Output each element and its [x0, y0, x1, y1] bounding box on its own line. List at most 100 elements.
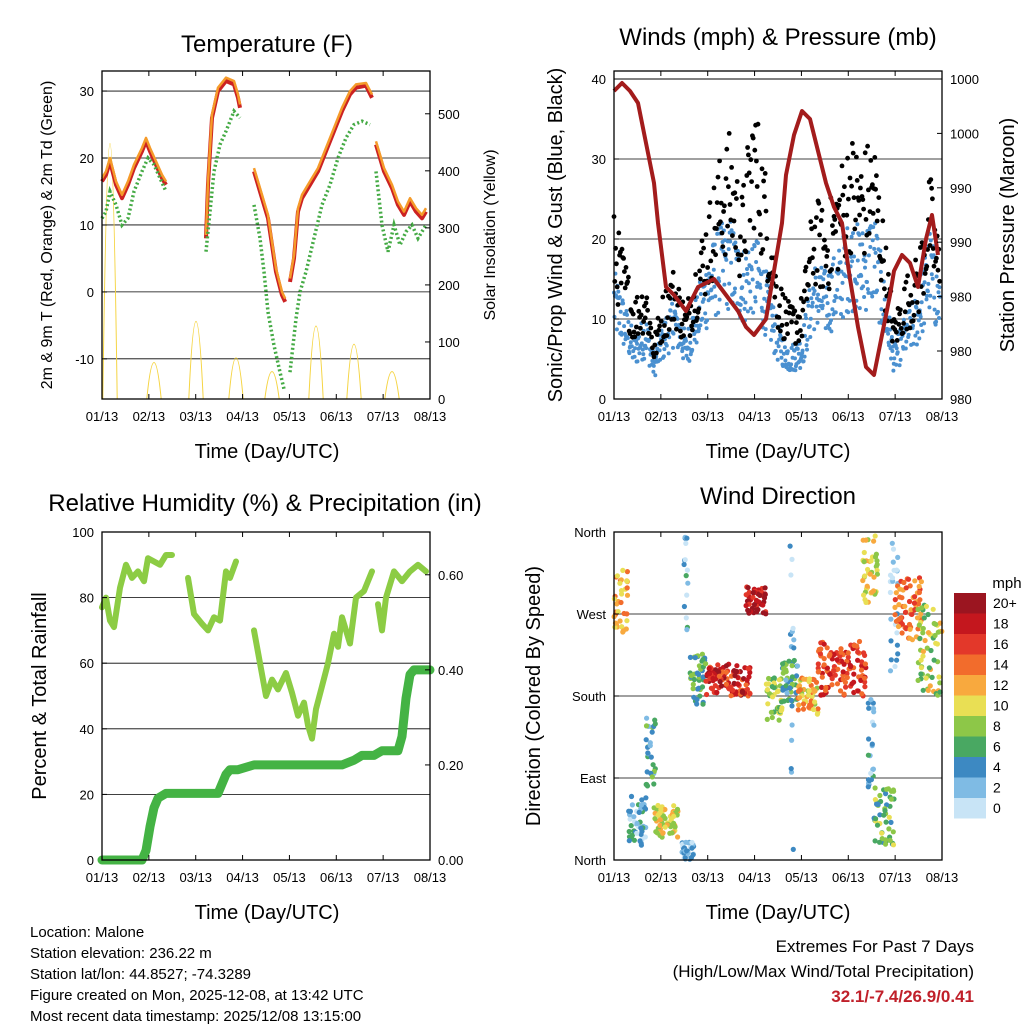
- gust-point: [654, 332, 660, 337]
- y-tick-label: 500: [438, 107, 460, 122]
- wind-point: [932, 307, 937, 312]
- x-tick-label: 08/13: [414, 409, 447, 424]
- wind-point: [870, 294, 875, 299]
- direction-point: [889, 540, 895, 546]
- direction-point: [902, 609, 909, 616]
- direction-point: [816, 669, 822, 675]
- direction-point: [805, 692, 812, 698]
- gust-point: [717, 158, 722, 164]
- gust-point: [679, 321, 685, 327]
- gust-point: [823, 263, 829, 269]
- direction-point: [631, 837, 638, 843]
- direction-point: [787, 685, 793, 691]
- wind-point: [829, 329, 834, 334]
- wind-point: [754, 260, 759, 264]
- gust-point: [745, 145, 750, 150]
- direction-point: [866, 705, 872, 711]
- gust-point: [811, 246, 817, 252]
- direction-point: [628, 793, 635, 800]
- wind-point: [771, 328, 776, 333]
- gust-point: [737, 273, 742, 279]
- wind-point: [712, 242, 717, 247]
- direction-point: [770, 694, 776, 700]
- gust-point: [857, 212, 862, 218]
- wind-point: [721, 268, 725, 273]
- wind-point: [927, 305, 932, 310]
- direction-point: [626, 828, 632, 835]
- direction-point: [812, 699, 818, 705]
- wind-point: [862, 295, 867, 299]
- direction-point: [624, 618, 630, 624]
- y-tick-label: 980: [950, 290, 972, 305]
- wind-point: [724, 257, 729, 262]
- gust-point: [633, 299, 638, 305]
- wind-point: [911, 341, 916, 346]
- wind-point: [806, 303, 811, 308]
- gust-point: [927, 243, 933, 248]
- direction-point: [861, 675, 868, 681]
- wind-point: [807, 288, 812, 293]
- direction-point: [655, 802, 661, 809]
- gust-point: [664, 333, 670, 338]
- gust-point: [622, 269, 627, 274]
- direction-point: [624, 569, 631, 575]
- direction-point: [918, 611, 924, 617]
- gust-point: [754, 158, 759, 164]
- y-tick-label: South: [572, 689, 606, 704]
- gust-point: [658, 318, 664, 324]
- direction-point: [797, 695, 803, 701]
- gust-point: [916, 309, 922, 315]
- wind-point: [832, 299, 837, 303]
- gust-point: [618, 280, 624, 286]
- gust-point: [719, 230, 725, 236]
- wind-point: [860, 242, 865, 247]
- gust-point: [832, 217, 838, 222]
- wind-point: [762, 296, 767, 301]
- gust-point: [829, 267, 834, 272]
- direction-point: [824, 665, 831, 671]
- gust-point: [646, 331, 652, 336]
- wind-point: [800, 348, 805, 353]
- direction-point: [924, 645, 930, 651]
- direction-point: [734, 663, 740, 669]
- wind-point: [849, 234, 854, 239]
- direction-point: [692, 655, 698, 661]
- gust-point: [625, 279, 630, 285]
- wind-point: [835, 287, 840, 292]
- gust-point: [645, 307, 650, 313]
- wind-point: [719, 225, 723, 230]
- direction-point: [832, 672, 838, 678]
- wind-point: [733, 286, 737, 291]
- gust-point: [866, 231, 872, 236]
- direction-point: [629, 832, 636, 838]
- direction-point: [761, 595, 768, 601]
- direction-point: [890, 842, 897, 848]
- y-tick-label: 20: [80, 151, 94, 166]
- direction-point: [870, 706, 877, 712]
- direction-point: [890, 546, 897, 552]
- wind-point: [666, 351, 671, 356]
- wind-point: [744, 256, 748, 261]
- direction-point: [620, 567, 626, 574]
- wind-point: [875, 288, 879, 293]
- wind-point: [759, 305, 764, 310]
- wind-point: [827, 312, 831, 317]
- wind-point: [633, 346, 638, 351]
- wind-point: [872, 246, 877, 251]
- gust-point: [758, 232, 763, 238]
- speed-legend-label: 0: [993, 800, 1001, 816]
- direction-point: [638, 802, 645, 808]
- direction-point: [861, 650, 867, 656]
- wind-point: [694, 340, 699, 345]
- wind-point: [688, 340, 693, 345]
- direction-point: [684, 592, 690, 598]
- direction-point: [934, 641, 941, 647]
- y-tick-label: 0.00: [438, 853, 463, 868]
- gust-point: [804, 296, 810, 302]
- gust-point: [854, 154, 859, 160]
- direction-point: [808, 682, 814, 689]
- wind-point: [700, 316, 705, 321]
- wind-point: [793, 368, 798, 373]
- direction-point: [844, 674, 850, 681]
- direction-point: [783, 683, 789, 689]
